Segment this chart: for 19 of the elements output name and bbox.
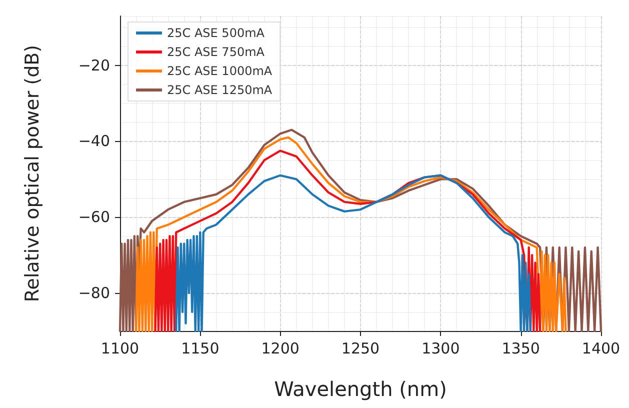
legend-label: 25C ASE 1000mA — [167, 64, 273, 78]
x-tick-label: 1300 — [422, 340, 460, 358]
y-tick-label: −80 — [78, 284, 110, 302]
y-tick-label: −40 — [78, 132, 110, 150]
x-tick-label: 1150 — [181, 340, 220, 358]
legend-label: 25C ASE 500mA — [167, 26, 266, 40]
x-tick-label: 1100 — [100, 340, 140, 358]
legend-label: 25C ASE 750mA — [167, 45, 266, 59]
y-axis-title: Relative optical power (dB) — [22, 44, 44, 302]
line-series — [175, 174, 532, 332]
x-axis-title: Wavelength (nm) — [274, 377, 447, 401]
x-tick-label: 1200 — [261, 340, 300, 358]
x-tick-label: 1250 — [341, 340, 380, 358]
line-series — [154, 150, 542, 332]
legend-label: 25C ASE 1250mA — [167, 83, 273, 97]
x-tick-label: 1350 — [502, 340, 540, 358]
x-tick-label: 1400 — [582, 340, 620, 358]
y-tick-label: −60 — [78, 208, 110, 226]
y-tick-label: −20 — [78, 56, 110, 74]
